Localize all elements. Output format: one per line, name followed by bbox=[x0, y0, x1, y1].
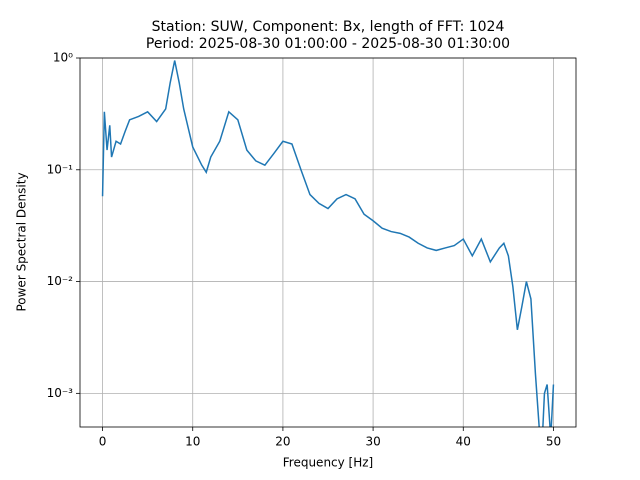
x-axis-label: Frequency [Hz] bbox=[283, 456, 374, 470]
y-axis-label: Power Spectral Density bbox=[15, 172, 29, 311]
y-tick-label: 10⁻² bbox=[47, 274, 74, 288]
y-tick-label: 10⁰ bbox=[53, 51, 73, 65]
x-tick-label: 10 bbox=[185, 435, 200, 449]
x-tick-label: 50 bbox=[546, 435, 561, 449]
x-tick-label: 20 bbox=[275, 435, 290, 449]
chart-subtitle: Period: 2025-08-30 01:00:00 - 2025-08-30… bbox=[146, 36, 510, 52]
x-tick-label: 40 bbox=[456, 435, 471, 449]
x-tick-label: 0 bbox=[99, 435, 107, 449]
chart-title: Station: SUW, Component: Bx, length of F… bbox=[152, 19, 505, 35]
x-tick-label: 30 bbox=[365, 435, 380, 449]
series-line bbox=[101, 60, 555, 427]
y-tick-label: 10⁻³ bbox=[47, 386, 74, 400]
y-tick-label: 10⁻¹ bbox=[47, 162, 74, 176]
plot-frame bbox=[79, 57, 577, 428]
